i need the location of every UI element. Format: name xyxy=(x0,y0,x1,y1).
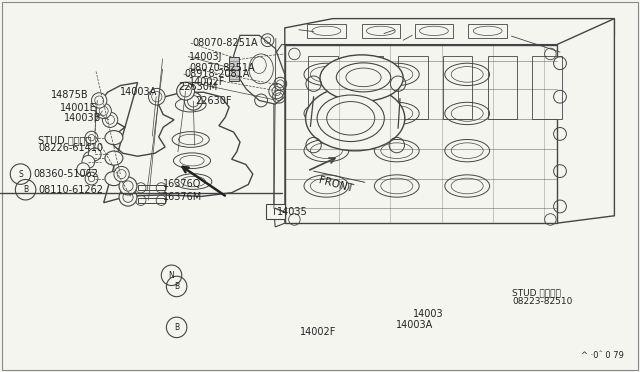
Circle shape xyxy=(85,172,98,185)
Ellipse shape xyxy=(320,55,403,101)
Polygon shape xyxy=(138,198,165,203)
Polygon shape xyxy=(234,35,285,104)
Text: 14002F: 14002F xyxy=(300,327,336,337)
Polygon shape xyxy=(274,45,285,227)
Text: S: S xyxy=(18,170,23,179)
Text: 08226-61410: 08226-61410 xyxy=(38,143,104,153)
Text: B: B xyxy=(174,282,179,291)
Text: 14003J: 14003J xyxy=(189,52,223,61)
Circle shape xyxy=(114,166,129,182)
Text: 22630F: 22630F xyxy=(195,96,232,106)
Text: 08223-82510: 08223-82510 xyxy=(512,297,572,306)
Text: 22630M: 22630M xyxy=(178,83,218,92)
Text: 08110-61262: 08110-61262 xyxy=(38,185,104,195)
Circle shape xyxy=(92,93,107,108)
Polygon shape xyxy=(557,19,614,223)
Ellipse shape xyxy=(317,95,385,142)
Ellipse shape xyxy=(173,153,211,169)
Circle shape xyxy=(85,131,98,144)
Text: B: B xyxy=(23,185,28,194)
Polygon shape xyxy=(138,185,165,190)
Polygon shape xyxy=(308,56,338,119)
Circle shape xyxy=(88,148,101,161)
Text: ^ ·0ˆ 0 79: ^ ·0ˆ 0 79 xyxy=(581,351,624,360)
Text: N: N xyxy=(169,271,174,280)
Circle shape xyxy=(96,103,111,119)
Text: 14003A: 14003A xyxy=(396,321,433,330)
Text: 14875B: 14875B xyxy=(51,90,89,100)
Polygon shape xyxy=(443,56,472,119)
Circle shape xyxy=(119,188,137,206)
Text: B: B xyxy=(174,323,179,332)
Polygon shape xyxy=(488,56,517,119)
Polygon shape xyxy=(307,24,346,38)
Ellipse shape xyxy=(306,86,405,151)
Text: 14001E: 14001E xyxy=(60,103,96,113)
Text: 14003B: 14003B xyxy=(64,113,101,123)
Polygon shape xyxy=(266,204,285,219)
Text: 08070-8251A: 08070-8251A xyxy=(192,38,258,48)
Circle shape xyxy=(177,82,195,100)
Circle shape xyxy=(119,177,137,195)
Polygon shape xyxy=(415,24,453,38)
Text: 08070-8251A: 08070-8251A xyxy=(189,63,255,73)
Polygon shape xyxy=(229,57,239,81)
Polygon shape xyxy=(285,45,557,223)
Ellipse shape xyxy=(105,171,123,186)
Polygon shape xyxy=(468,24,507,38)
Circle shape xyxy=(83,152,96,164)
Ellipse shape xyxy=(105,151,123,165)
Polygon shape xyxy=(101,83,253,203)
Circle shape xyxy=(148,89,165,105)
Text: 08360-51062: 08360-51062 xyxy=(33,169,99,179)
Ellipse shape xyxy=(105,131,123,145)
Text: FRONT: FRONT xyxy=(317,176,354,194)
Text: 08918-2081A: 08918-2081A xyxy=(184,70,250,79)
Text: 16376Q: 16376Q xyxy=(163,179,202,189)
Circle shape xyxy=(77,163,90,176)
Text: 14035: 14035 xyxy=(276,207,307,217)
Text: 16376M: 16376M xyxy=(163,192,202,202)
Text: 14002F: 14002F xyxy=(189,77,226,87)
Polygon shape xyxy=(285,19,614,45)
Text: STUD スタッド: STUD スタッド xyxy=(512,288,561,297)
Polygon shape xyxy=(353,56,383,119)
Ellipse shape xyxy=(172,132,209,147)
Text: 14003: 14003 xyxy=(413,310,444,319)
Ellipse shape xyxy=(175,174,212,189)
Circle shape xyxy=(184,92,202,110)
Text: 14003A: 14003A xyxy=(120,87,157,97)
Circle shape xyxy=(82,155,95,168)
Polygon shape xyxy=(398,56,428,119)
Polygon shape xyxy=(532,56,562,119)
Text: STUD スタッド: STUD スタッド xyxy=(38,135,92,145)
Circle shape xyxy=(102,112,118,128)
Polygon shape xyxy=(362,24,400,38)
